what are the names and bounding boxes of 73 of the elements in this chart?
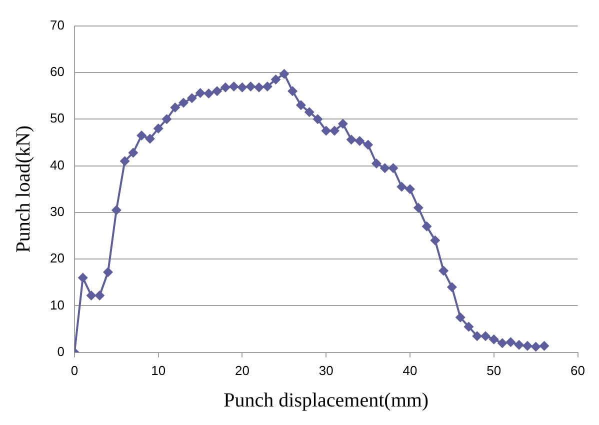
point — [262, 81, 272, 92]
y-tick-label: 60 — [50, 64, 64, 80]
point — [103, 267, 114, 278]
point — [304, 107, 314, 118]
point — [514, 340, 524, 350]
point — [330, 126, 340, 136]
x-tick-label: 50 — [486, 362, 502, 378]
point — [254, 82, 264, 92]
point — [86, 290, 96, 300]
point — [522, 340, 532, 351]
point — [371, 158, 382, 168]
point — [162, 114, 172, 124]
x-tick-label: 40 — [402, 362, 418, 378]
x-tick-label: 60 — [570, 362, 586, 378]
point — [354, 136, 365, 146]
point — [497, 338, 508, 348]
point — [186, 93, 197, 104]
point — [220, 82, 230, 92]
point — [153, 123, 164, 134]
x-tick-label: 10 — [151, 362, 166, 378]
point — [279, 68, 290, 79]
point — [422, 221, 432, 232]
point — [480, 331, 490, 342]
point — [296, 100, 306, 110]
point — [413, 202, 424, 213]
point — [380, 163, 390, 174]
point — [363, 140, 374, 150]
point — [530, 342, 541, 352]
point — [237, 82, 248, 92]
point — [396, 182, 407, 192]
x-axis-title: Punch displacement(mm) — [224, 389, 429, 412]
point — [120, 156, 130, 166]
point — [288, 86, 298, 96]
point — [405, 184, 415, 194]
point — [464, 322, 474, 332]
point — [212, 86, 222, 96]
x-tick-label: 30 — [318, 362, 334, 378]
point — [195, 88, 206, 98]
point — [346, 134, 356, 145]
y-tick-label: 20 — [50, 250, 64, 266]
point — [312, 114, 323, 124]
y-tick-label: 40 — [50, 157, 64, 172]
point — [488, 334, 499, 344]
point — [506, 337, 516, 348]
point — [94, 290, 105, 300]
y-axis-title: Punch load(kN) — [12, 126, 34, 253]
x-tick-label: 0 — [70, 362, 78, 378]
point — [338, 118, 348, 129]
point — [204, 88, 214, 98]
point — [430, 235, 440, 246]
point — [446, 282, 457, 292]
point — [270, 74, 281, 84]
point — [228, 81, 239, 92]
point — [78, 272, 88, 283]
point — [136, 130, 147, 140]
point — [111, 205, 122, 216]
point — [128, 148, 138, 158]
point — [321, 126, 332, 136]
point — [178, 98, 189, 108]
point — [455, 312, 466, 322]
y-tick-label: 30 — [50, 204, 64, 220]
y-tick-label: 50 — [50, 110, 64, 126]
point — [388, 163, 398, 174]
y-tick-label: 10 — [50, 297, 64, 312]
y-tick-label: 0 — [57, 344, 64, 359]
x-tick-label: 20 — [234, 362, 250, 378]
point — [438, 266, 449, 276]
point — [144, 134, 155, 144]
point — [246, 81, 256, 92]
point — [170, 102, 180, 112]
point — [472, 331, 482, 342]
y-tick-label: 70 — [50, 17, 64, 32]
point — [539, 340, 550, 351]
